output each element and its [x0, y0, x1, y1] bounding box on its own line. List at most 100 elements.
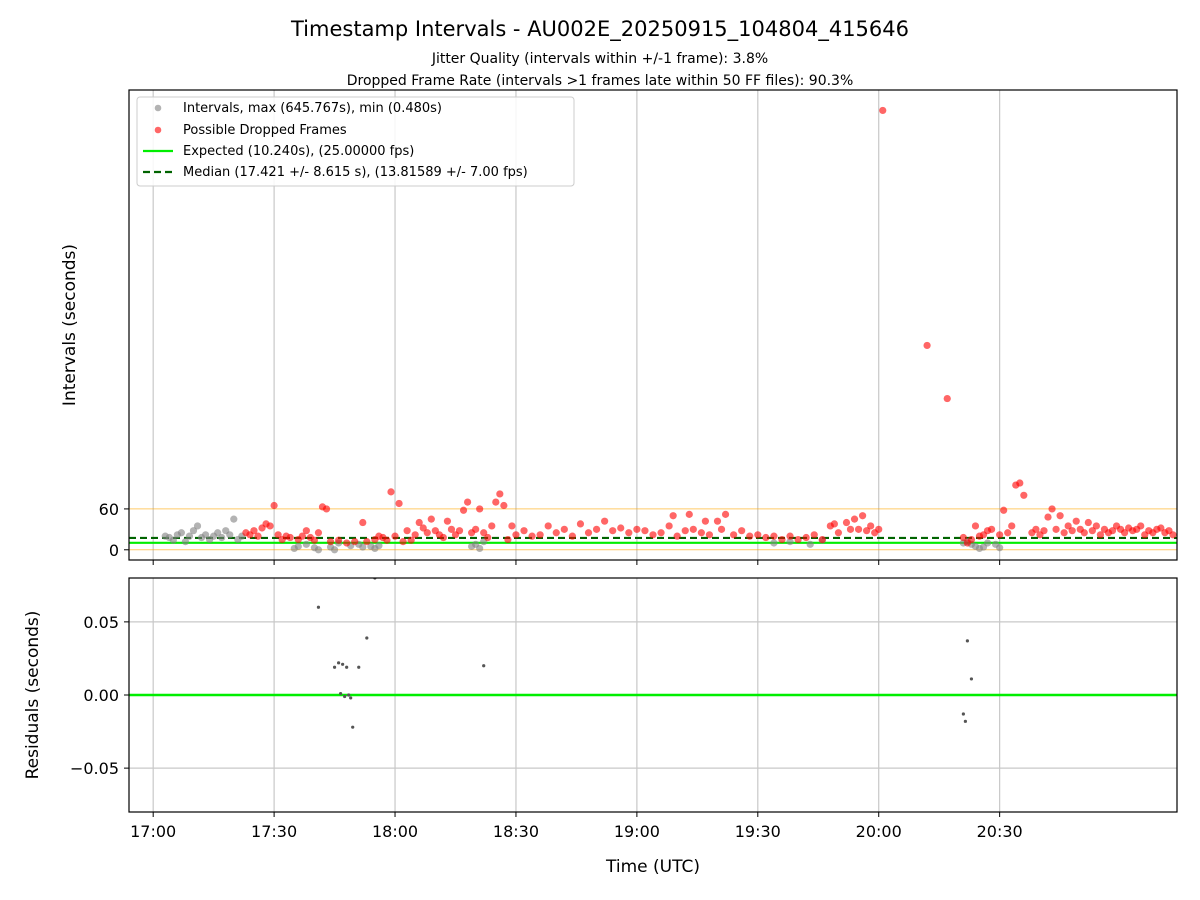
dropped-frame-point	[254, 532, 262, 540]
legend-label: Possible Dropped Frames	[183, 123, 347, 138]
dropped-frame-point	[419, 524, 427, 532]
interval-point	[189, 527, 198, 535]
dropped-frame-point	[568, 532, 576, 540]
dropped-frame-point	[1040, 527, 1048, 535]
dropped-frame-point	[520, 527, 528, 535]
dropped-frame-point	[996, 531, 1004, 539]
dropped-frame-point	[343, 539, 351, 547]
dropped-frame-point	[943, 394, 951, 403]
legend-label: Expected (10.240s), (25.00000 fps)	[183, 144, 414, 159]
intervals-plot-area	[129, 106, 1177, 554]
chart-subtitle-dropped: Dropped Frame Rate (intervals >1 frames …	[347, 73, 854, 89]
dropped-frame-point	[717, 525, 726, 533]
dropped-frame-point	[1060, 529, 1068, 537]
dropped-frame-point	[351, 538, 359, 546]
chart-title: Timestamp Intervals - AU002E_20250915_10…	[290, 17, 909, 42]
dropped-frame-point	[415, 518, 423, 527]
dropped-frame-point	[326, 538, 335, 546]
y-tick-label: −0.05	[70, 759, 119, 778]
dropped-frame-point	[472, 525, 480, 533]
intervals-panel: 0 60 Intervals (seconds) Intervals, max (64…	[60, 89, 1178, 565]
dropped-frame-point	[681, 527, 689, 535]
interval-point	[770, 539, 778, 547]
dropped-frame-point	[879, 106, 887, 115]
residual-point	[316, 605, 321, 609]
dropped-frame-point	[266, 522, 274, 530]
legend-marker	[154, 104, 162, 112]
dropped-frame-point	[987, 525, 996, 533]
interval-point	[375, 542, 383, 550]
dropped-frame-point	[601, 517, 609, 525]
intervals-frame	[128, 89, 1178, 561]
dropped-frame-point	[842, 518, 851, 527]
dropped-frame-point	[484, 533, 492, 542]
dropped-frame-point	[1056, 512, 1064, 520]
interval-point	[806, 540, 814, 548]
dropped-frame-point	[689, 525, 697, 533]
residual-point	[343, 694, 347, 699]
dropped-frame-point	[1016, 479, 1024, 487]
x-tick-label: 20:00	[856, 822, 902, 841]
interval-point	[230, 515, 238, 523]
dropped-frame-point	[1137, 522, 1145, 530]
dropped-frame-point	[359, 518, 367, 527]
dropped-frame-point	[810, 531, 818, 539]
residual-point	[965, 639, 970, 643]
dropped-frame-point	[488, 522, 496, 530]
dropped-frame-point	[322, 505, 331, 513]
dropped-frame-point	[1088, 527, 1096, 535]
dropped-frame-point	[617, 524, 625, 532]
y-axis-label: Intervals (seconds)	[60, 244, 80, 406]
y-tick-label: 0	[109, 541, 119, 560]
dropped-frame-point	[657, 529, 665, 537]
interval-point	[786, 538, 794, 546]
dropped-frame-point	[830, 520, 838, 528]
x-axis-label: Time (UTC)	[605, 857, 700, 877]
interval-point	[226, 531, 234, 539]
dropped-frame-point	[250, 527, 258, 535]
dropped-frame-point	[1004, 529, 1012, 537]
dropped-frame-point	[794, 535, 802, 544]
dropped-frame-point	[859, 512, 867, 520]
dropped-frame-point	[447, 525, 456, 533]
x-tick-label: 19:30	[735, 822, 781, 841]
dropped-frame-point	[335, 536, 343, 544]
dropped-frame-point	[1068, 527, 1076, 535]
dropped-frame-point	[1032, 525, 1040, 533]
chart-subtitle-jitter: Jitter Quality (intervals within +/-1 fr…	[431, 51, 768, 67]
x-tick-label: 17:30	[251, 822, 297, 841]
dropped-frame-point	[298, 532, 306, 540]
dropped-frame-point	[867, 522, 875, 530]
dropped-frame-point	[1052, 525, 1060, 533]
dropped-frame-point	[560, 525, 568, 533]
residual-point	[963, 719, 967, 723]
dropped-frame-point	[1000, 506, 1008, 514]
y-tick-label: 60	[99, 500, 119, 519]
dropped-frame-point	[496, 490, 504, 498]
dropped-frame-point	[391, 532, 399, 540]
dropped-frame-point	[673, 532, 681, 540]
interval-point	[330, 546, 339, 554]
dropped-frame-point	[738, 527, 746, 535]
dropped-frame-point	[584, 529, 593, 537]
dropped-frame-point	[1092, 522, 1100, 530]
dropped-frame-point	[528, 532, 536, 540]
interval-point	[214, 529, 222, 537]
dropped-frame-point	[1108, 527, 1117, 535]
dropped-frame-point	[476, 505, 484, 513]
x-tick-label: 19:00	[614, 822, 660, 841]
dropped-frame-point	[411, 531, 419, 539]
legend-label: Median (17.421 +/- 8.615 s), (13.81589 +…	[183, 165, 528, 180]
dropped-frame-point	[854, 525, 863, 533]
residuals-panel: 0.05 0.00 −0.05 17:00 17:30 18:00 18:30 19:00 19…	[23, 577, 1178, 877]
dropped-frame-point	[1096, 531, 1105, 539]
dropped-frame-point	[504, 535, 512, 544]
dropped-frame-point	[875, 525, 883, 533]
interval-point	[218, 533, 226, 542]
residual-point	[339, 691, 343, 696]
dropped-frame-point	[500, 501, 508, 510]
dropped-frame-point	[609, 527, 617, 535]
dropped-frame-point	[463, 498, 472, 506]
interval-point	[476, 544, 484, 553]
